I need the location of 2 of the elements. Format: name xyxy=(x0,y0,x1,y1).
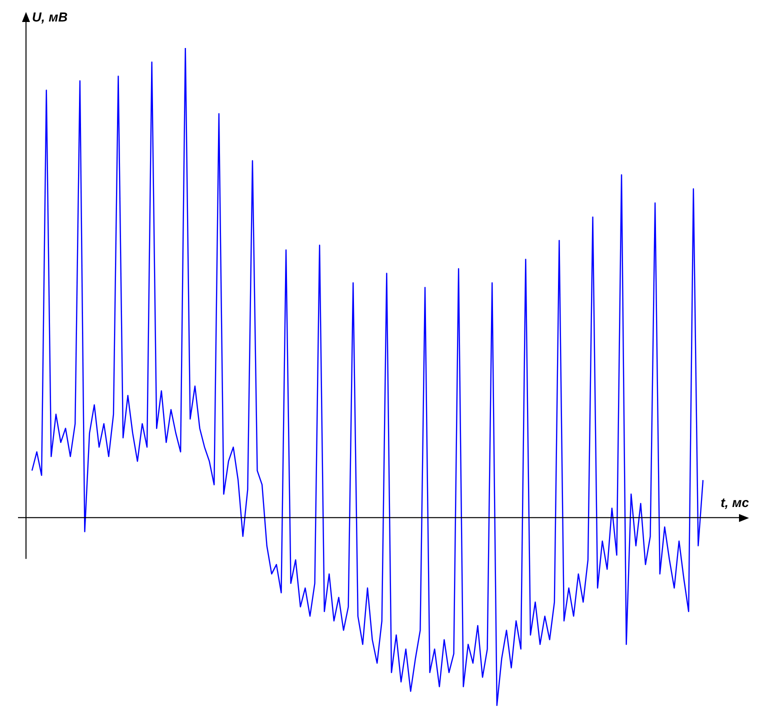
x-axis-title: t, мс xyxy=(720,495,750,510)
y-axis-title: U, мВ xyxy=(32,10,68,25)
